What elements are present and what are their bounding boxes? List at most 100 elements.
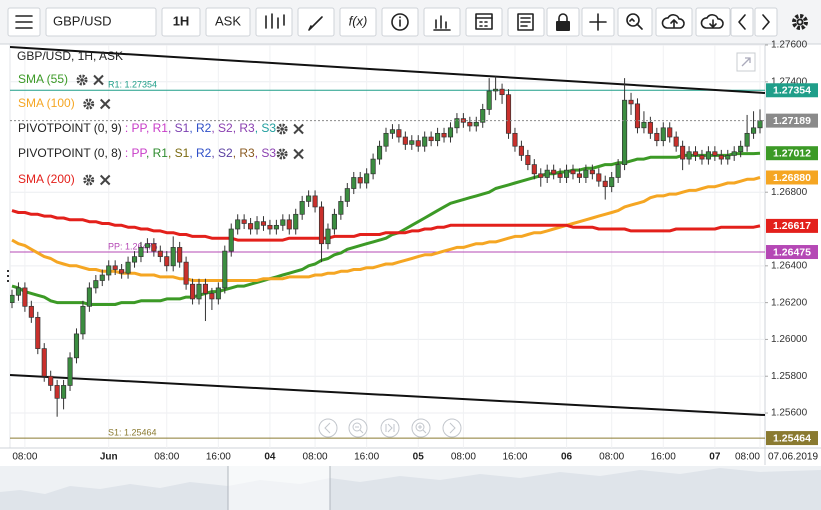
- candle-body: [125, 261, 131, 274]
- gear[interactable]: [276, 148, 288, 160]
- candle-body: [112, 265, 118, 270]
- news-button[interactable]: [507, 7, 545, 37]
- settings-icon[interactable]: [83, 174, 95, 186]
- remove-icon[interactable]: [99, 98, 111, 110]
- gear-hub[interactable]: [280, 152, 284, 156]
- gear[interactable]: [83, 98, 95, 110]
- candle-body: [99, 274, 105, 281]
- price-type-text: ASK: [215, 13, 241, 28]
- candle-body: [22, 287, 28, 307]
- candle-body: [705, 151, 711, 160]
- candle-body: [512, 132, 518, 147]
- settings-icon[interactable]: [276, 148, 288, 160]
- x-tick-label: 06: [561, 452, 573, 463]
- gear-hub[interactable]: [280, 127, 284, 131]
- price-type-button[interactable]: ASK: [205, 7, 251, 37]
- scroll-left[interactable]: [318, 418, 338, 438]
- candle-body: [634, 103, 641, 129]
- crosshair-button[interactable]: [581, 7, 615, 37]
- candle-body: [415, 140, 421, 147]
- gear[interactable]: [276, 123, 288, 135]
- remove-icon[interactable]: [93, 74, 104, 86]
- candle-body: [377, 145, 383, 160]
- symbol-text: GBP/USD: [53, 13, 112, 28]
- upload-button[interactable]: [655, 7, 693, 37]
- symbol-input[interactable]: GBP/USD: [45, 7, 157, 37]
- candle-body: [196, 283, 202, 300]
- pivot-component: : PP: [125, 146, 148, 160]
- sma-line: [11, 151, 761, 306]
- candle-body: [518, 145, 524, 156]
- y-tick-label: 1.26400: [771, 260, 808, 271]
- price-tag: [766, 218, 818, 233]
- price-tag: [766, 146, 818, 161]
- pivot-component: , S3: [255, 121, 277, 135]
- overlay: 1.27354 1.26475 1.25464 1.27012 1.26880 1.266…: [17, 49, 818, 446]
- settings-icon[interactable]: [76, 74, 88, 86]
- function-button[interactable]: f(x): [339, 7, 377, 37]
- calendar-button[interactable]: [465, 7, 503, 37]
- legend-entry: SMA (200): [18, 172, 75, 186]
- zoom-button[interactable]: [617, 7, 653, 37]
- indicators-button[interactable]: [423, 7, 461, 37]
- x-tick-label: 05: [413, 452, 425, 463]
- timeframe-button[interactable]: 1H: [161, 7, 201, 37]
- candle-body: [615, 164, 621, 178]
- prev-button[interactable]: [730, 7, 754, 37]
- price-tag-label: 1.25464: [773, 432, 811, 444]
- navigator-area: [0, 468, 821, 510]
- pivot-component: , S3: [255, 146, 277, 160]
- candle-body: [164, 256, 170, 267]
- price-tag-label: 1.27189: [773, 115, 811, 127]
- settings-icon[interactable]: [83, 98, 95, 110]
- zoom-in[interactable]: [411, 418, 431, 438]
- navigator-window[interactable]: [228, 466, 330, 510]
- gear[interactable]: [83, 174, 95, 186]
- lock-button[interactable]: [546, 7, 580, 37]
- settings-button[interactable]: [792, 14, 808, 30]
- gear-hub[interactable]: [80, 78, 84, 82]
- x-tick-label: 04: [264, 452, 276, 463]
- candle-body: [35, 316, 41, 349]
- candle-body: [570, 169, 576, 175]
- info-button[interactable]: [381, 7, 419, 37]
- candle-body: [473, 121, 479, 127]
- gear-hub[interactable]: [86, 178, 91, 182]
- candle-body: [80, 305, 86, 335]
- menu-button[interactable]: [7, 7, 41, 37]
- zoom-out[interactable]: [348, 418, 368, 438]
- candle-body: [67, 357, 73, 386]
- gear-hub[interactable]: [86, 102, 91, 106]
- candle-body: [170, 247, 176, 267]
- candle-body: [273, 224, 279, 230]
- scroll-right[interactable]: [442, 418, 462, 438]
- candle-body: [447, 127, 454, 138]
- remove-icon[interactable]: [99, 174, 111, 186]
- candle-body: [686, 151, 692, 160]
- reset-zoom[interactable]: [380, 418, 400, 438]
- gear[interactable]: [76, 74, 88, 86]
- x-tick-label: 08:00: [12, 452, 37, 463]
- candle-body: [531, 164, 537, 175]
- candle-body: [183, 261, 189, 285]
- draw-button[interactable]: [297, 7, 335, 37]
- next-button[interactable]: [754, 7, 778, 37]
- legend-entry: SMA (55): [18, 72, 68, 86]
- candle-body: [738, 145, 744, 153]
- candle-body: [228, 228, 234, 252]
- candle-body: [15, 287, 21, 296]
- download-button[interactable]: [695, 7, 731, 37]
- chart-type-button[interactable]: [255, 7, 293, 37]
- remove-icon[interactable]: [293, 123, 304, 135]
- candle-body: [602, 180, 608, 188]
- remove-icon[interactable]: [293, 148, 304, 160]
- x-tick-label: 08:00: [735, 452, 760, 463]
- x-tick-label: 08:00: [599, 452, 624, 463]
- candle-body: [544, 169, 550, 178]
- pivot-component: , S1: [168, 146, 190, 160]
- pivot-component: , R1: [146, 146, 168, 160]
- left-dots: [7, 270, 9, 282]
- candle-body: [480, 109, 486, 123]
- popout-button[interactable]: [736, 52, 756, 72]
- settings-icon[interactable]: [276, 123, 288, 135]
